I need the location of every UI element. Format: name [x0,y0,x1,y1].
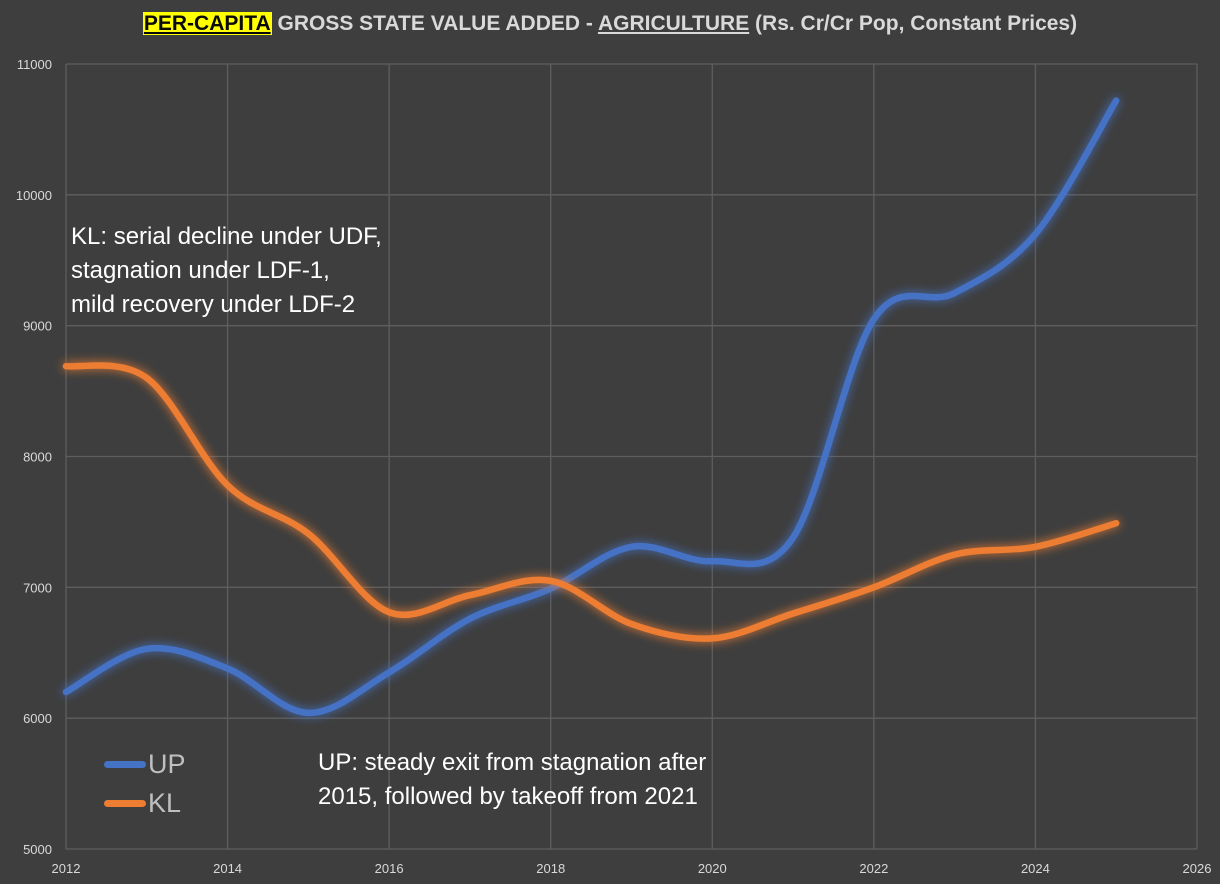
up-annotation-line: UP: steady exit from stagnation after [318,749,707,776]
kl-annotation-line: KL: serial decline under UDF, [71,223,382,250]
title-middle: GROSS STATE VALUE ADDED - [271,12,598,35]
series-line-up [62,97,1120,717]
kl-annotation-line: stagnation under LDF-1, [71,257,330,284]
series-lines [62,97,1120,717]
legend-label-kl: KL [148,788,182,818]
y-tick-label: 11000 [17,57,52,72]
kl-annotation: KL: serial decline under UDF, stagnation… [71,220,382,322]
kl-annotation-line: mild recovery under LDF-2 [71,291,356,318]
x-tick-label: 2024 [1021,861,1050,876]
chart-title: PER-CAPITA GROSS STATE VALUE ADDED - AGR… [0,12,1220,36]
x-tick-label: 2020 [698,861,727,876]
title-highlight: PER-CAPITA [142,12,272,35]
axis-ticks: 5000 6000 7000 8000 9000 10000 11000 2012 2014 20… [16,57,1212,876]
y-tick-label: 6000 [23,711,52,726]
legend-item-up: UP [104,749,186,780]
series-line-kl [62,362,1120,642]
y-tick-label: 9000 [23,319,52,334]
x-tick-label: 2022 [859,861,888,876]
x-tick-label: 2018 [536,861,565,876]
gridlines [65,63,1198,850]
x-tick-label: 2012 [52,861,81,876]
title-suffix: (Rs. Cr/Cr Pop, Constant Prices) [749,12,1078,35]
y-tick-label: 7000 [23,580,52,595]
up-annotation: UP: steady exit from stagnation after 20… [318,746,706,814]
legend-label-up: UP [148,749,186,779]
legend-swatch-kl [104,800,146,807]
x-tick-label: 2016 [375,861,404,876]
legend-item-kl: KL [104,788,181,819]
x-tick-label: 2014 [213,861,242,876]
y-tick-label: 10000 [16,188,52,203]
y-tick-label: 5000 [23,842,52,857]
y-tick-label: 8000 [23,450,52,465]
x-tick-label: 2026 [1183,861,1212,876]
legend-swatch-up [104,761,146,768]
title-underlined: AGRICULTURE [597,12,750,35]
up-annotation-line: 2015, followed by takeoff from 2021 [318,783,698,810]
